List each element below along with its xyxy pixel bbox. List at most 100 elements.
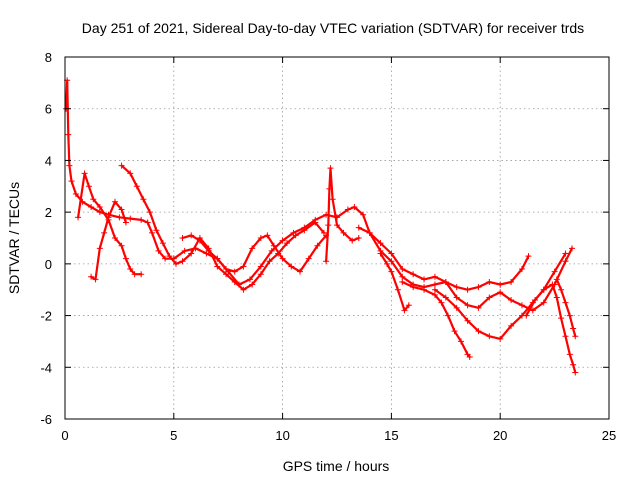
- y-tick-label: -6: [40, 412, 52, 427]
- data-point: [508, 322, 515, 329]
- data-point: [166, 253, 173, 260]
- data-point: [196, 237, 203, 244]
- data-point: [88, 273, 95, 280]
- data-point: [257, 271, 264, 278]
- data-point: [384, 260, 391, 267]
- data-point: [127, 215, 134, 222]
- data-point: [305, 255, 312, 262]
- data-point: [188, 250, 195, 257]
- data-point: [401, 307, 408, 314]
- series-arc-11: [523, 281, 579, 376]
- data-point: [133, 183, 140, 190]
- data-point: [101, 229, 108, 236]
- x-axis-label: GPS time / hours: [283, 458, 390, 474]
- data-point: [292, 232, 299, 239]
- data-point: [421, 276, 428, 283]
- data-point: [553, 294, 560, 301]
- data-point: [249, 281, 256, 288]
- data-point: [562, 299, 569, 306]
- data-point: [442, 294, 449, 301]
- x-tick-label: 0: [61, 428, 68, 443]
- data-point: [558, 286, 565, 293]
- data-point: [349, 237, 356, 244]
- data-point: [464, 286, 471, 293]
- data-point: [540, 299, 547, 306]
- data-point: [444, 312, 451, 319]
- data-point: [131, 271, 138, 278]
- data-point: [453, 284, 460, 291]
- series-arc-3: [88, 198, 129, 283]
- data-point: [549, 281, 556, 288]
- data-point: [334, 222, 340, 229]
- data-point: [127, 266, 134, 273]
- data-point: [153, 227, 160, 234]
- data-point: [466, 353, 473, 360]
- data-point: [68, 178, 75, 185]
- data-point: [486, 333, 493, 340]
- series-arc-6: [323, 165, 362, 265]
- data-point: [464, 317, 471, 324]
- series-arc-1: [63, 77, 532, 293]
- data-point: [85, 183, 92, 190]
- data-point: [279, 255, 286, 262]
- x-tick-label: 25: [602, 428, 616, 443]
- series-line: [77, 172, 143, 276]
- y-tick-label: 8: [45, 50, 52, 65]
- series-arc-9: [399, 278, 473, 360]
- data-point: [388, 258, 395, 265]
- x-tick-label: 20: [493, 428, 507, 443]
- data-point: [81, 170, 88, 177]
- data-point: [312, 219, 319, 226]
- data-point: [88, 203, 95, 210]
- data-point: [431, 273, 438, 280]
- data-point: [146, 209, 153, 216]
- data-point: [297, 268, 304, 275]
- series-line: [525, 283, 577, 374]
- data-point: [240, 286, 247, 293]
- data-point: [329, 196, 336, 203]
- data-point: [205, 247, 212, 254]
- data-point: [451, 328, 458, 335]
- data-point: [388, 250, 395, 257]
- series-arc-8: [377, 250, 412, 314]
- data-point: [122, 219, 129, 226]
- series-line: [120, 164, 325, 291]
- data-point: [96, 245, 103, 252]
- data-point: [325, 222, 332, 229]
- data-layer: [63, 77, 579, 376]
- data-point: [540, 286, 547, 293]
- series-arc-12: [553, 276, 579, 340]
- series-line: [181, 234, 328, 273]
- data-point: [475, 284, 482, 291]
- data-point: [116, 214, 123, 221]
- data-point: [149, 229, 156, 236]
- data-point: [410, 271, 417, 278]
- data-point: [279, 237, 286, 244]
- data-point: [421, 286, 428, 293]
- data-point: [264, 232, 271, 239]
- data-point: [525, 253, 532, 260]
- data-point: [497, 289, 504, 296]
- plot-frame: [64, 56, 610, 420]
- chart-title: Day 251 of 2021, Sidereal Day-to-day VTE…: [82, 20, 584, 36]
- data-point: [231, 268, 238, 275]
- data-point: [497, 335, 504, 342]
- data-point: [377, 250, 384, 257]
- data-point: [394, 286, 401, 293]
- data-point: [410, 284, 417, 291]
- data-point: [351, 203, 358, 210]
- data-point: [162, 255, 169, 262]
- data-point: [75, 214, 82, 221]
- axis-layer: 0 5 10 15 20 25 -6 -4 -2 0 2 4 6 8: [40, 50, 616, 443]
- data-point: [366, 229, 373, 236]
- data-point: [508, 278, 515, 285]
- data-point: [301, 227, 308, 234]
- data-point: [257, 235, 264, 241]
- data-point: [288, 263, 295, 270]
- data-point: [486, 294, 493, 301]
- data-point: [562, 250, 569, 257]
- data-point: [453, 294, 460, 301]
- data-point: [458, 338, 465, 345]
- data-point: [144, 219, 151, 226]
